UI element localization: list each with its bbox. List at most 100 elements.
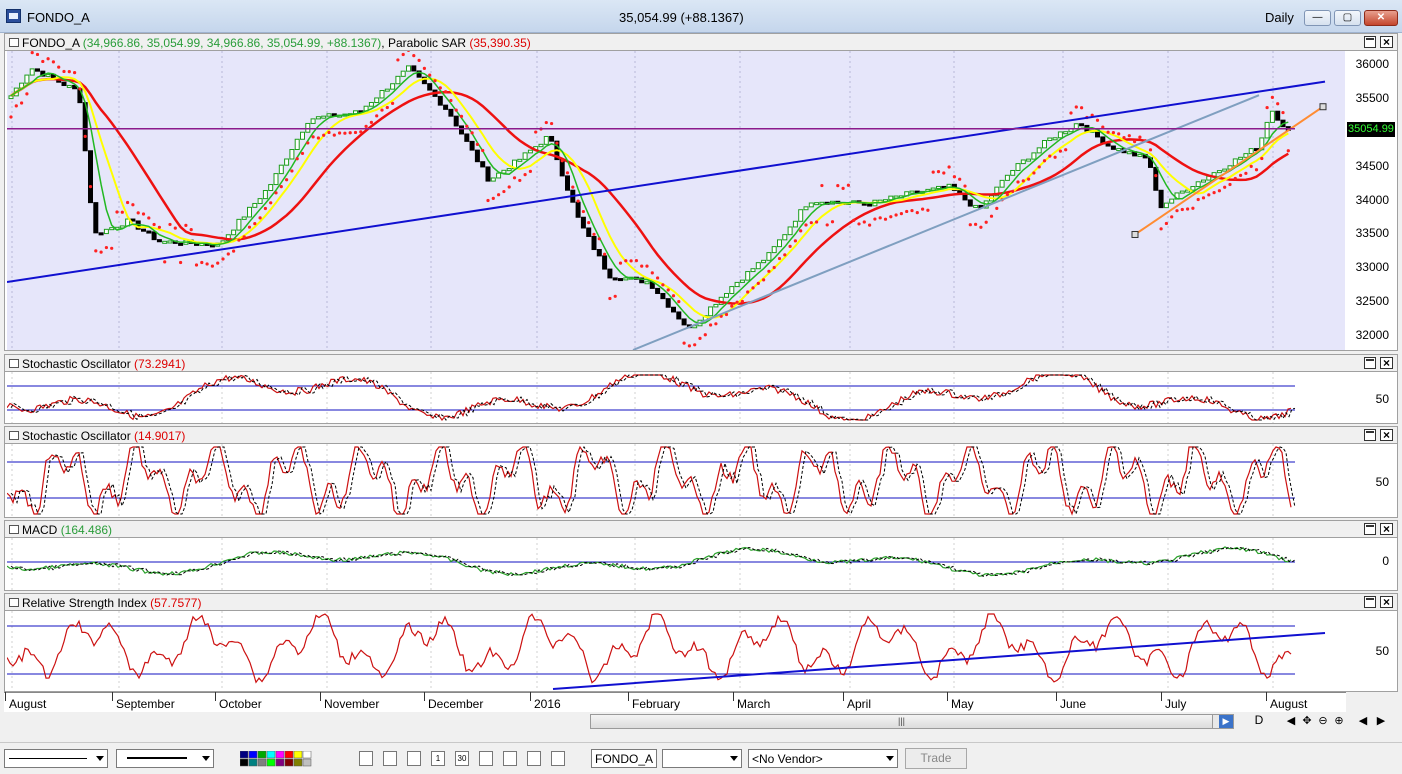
color-palette-swatches[interactable]	[239, 750, 324, 767]
rsi-plot[interactable]	[7, 611, 1347, 691]
page-icon[interactable]	[359, 751, 373, 766]
price-bar	[257, 198, 263, 204]
layout-icon[interactable]	[479, 751, 493, 766]
sar-dot	[889, 215, 893, 219]
layout-icon[interactable]	[503, 751, 517, 766]
price-bar	[294, 138, 300, 151]
sar-dot	[422, 66, 426, 70]
sar-dot	[502, 189, 506, 194]
sar-dot	[799, 229, 803, 233]
price-bar	[411, 65, 417, 72]
pan-icon[interactable]: ✥	[1302, 715, 1312, 727]
sar-dot	[184, 223, 188, 227]
price-bar	[803, 206, 809, 211]
sar-dot	[772, 265, 776, 270]
sar-dot	[894, 213, 898, 217]
pane-close-icon[interactable]: ×	[1380, 357, 1393, 369]
price-bar	[315, 116, 321, 120]
rsi-pane[interactable]: Relative Strength Index (57.7577) × 50	[4, 593, 1398, 692]
month-label: May	[947, 692, 974, 711]
price-bar	[162, 240, 168, 244]
line-style-select[interactable]	[4, 749, 108, 768]
price-bar	[676, 311, 682, 320]
sar-dot	[836, 184, 840, 188]
macd-plot[interactable]	[7, 538, 1347, 590]
next-bar-icon[interactable]: ▶	[1376, 715, 1386, 727]
page-icon[interactable]	[407, 751, 421, 766]
pane-maximize-icon[interactable]	[1364, 357, 1376, 369]
pane-maximize-icon[interactable]	[1364, 523, 1376, 535]
stochastic-pane-1[interactable]: Stochastic Oscillator (73.2941) × 50	[4, 354, 1398, 424]
maximize-button[interactable]: ▢	[1334, 10, 1361, 26]
interval-select[interactable]	[662, 749, 742, 768]
sar-dot	[353, 130, 358, 135]
price-plot[interactable]	[7, 51, 1347, 350]
sar-dot	[1164, 221, 1168, 226]
price-bar	[368, 101, 374, 107]
sar-dot	[216, 261, 220, 265]
sar-dot	[1281, 110, 1285, 115]
sar-dot	[815, 220, 819, 224]
price-bar	[247, 206, 252, 218]
pane-close-icon[interactable]: ×	[1380, 596, 1393, 608]
scroll-right-arrow-icon[interactable]: ▶	[1219, 715, 1233, 728]
price-bar	[729, 286, 735, 295]
zoom-out-icon[interactable]: ⊖	[1318, 715, 1328, 727]
price-bar	[1031, 152, 1037, 160]
price-bar	[623, 277, 629, 281]
price-bar	[586, 227, 592, 237]
pane-close-icon[interactable]: ×	[1380, 429, 1393, 441]
previous-bar-icon[interactable]: ◀	[1358, 715, 1368, 727]
symbol-input[interactable]: FONDO_A	[591, 749, 657, 768]
stochastic-2-plot[interactable]	[7, 444, 1347, 517]
pane-icon	[9, 598, 19, 607]
sar-dot	[1249, 164, 1253, 168]
sar-dot	[497, 193, 501, 197]
sar-dot	[57, 65, 61, 69]
sar-dot	[1080, 106, 1084, 110]
sar-dot	[1265, 105, 1269, 110]
pane-icon	[9, 359, 19, 368]
price-bar	[782, 234, 788, 241]
stochastic-1-plot[interactable]	[7, 372, 1347, 423]
pane-close-icon[interactable]: ×	[1380, 36, 1393, 48]
color-palette-icon[interactable]	[239, 750, 324, 767]
pane-maximize-icon[interactable]	[1364, 429, 1376, 441]
sar-dot	[237, 238, 241, 242]
price-bar	[1042, 139, 1047, 149]
layout-icon[interactable]	[527, 751, 541, 766]
horizontal-scrollbar[interactable]: ||| ▶	[590, 714, 1234, 729]
stochastic-pane-2[interactable]: Stochastic Oscillator (14.9017) × 50	[4, 426, 1398, 518]
sar-dot	[459, 114, 464, 118]
close-button[interactable]: ✕	[1364, 10, 1398, 26]
macd-pane[interactable]: MACD (164.486) × 0	[4, 520, 1398, 591]
zoom-in-icon[interactable]: ⊕	[1334, 715, 1344, 727]
price-pane[interactable]: FONDO_A (34,966.86, 35,054.99, 34,966.86…	[4, 33, 1398, 351]
sar-dot	[274, 191, 278, 195]
pane-maximize-icon[interactable]	[1364, 36, 1376, 48]
page-icon[interactable]	[383, 751, 397, 766]
price-bar	[1010, 169, 1016, 176]
sar-dot	[1106, 130, 1110, 134]
minimize-button[interactable]: —	[1304, 10, 1331, 26]
trade-button[interactable]: Trade	[905, 748, 967, 769]
resistance-trendline	[7, 80, 1326, 284]
macd-y-axis: 0	[1345, 538, 1397, 590]
scroll-left-icon[interactable]: ◀	[1286, 715, 1296, 727]
calendar-1-icon[interactable]: 1	[431, 751, 445, 766]
layout-icon[interactable]	[551, 751, 565, 766]
price-bar	[798, 209, 804, 222]
vendor-select[interactable]: <No Vendor>	[748, 749, 898, 768]
chevron-down-icon	[886, 756, 894, 761]
last-price-tag: 35054.99	[1347, 121, 1395, 137]
line-width-select[interactable]	[116, 749, 214, 768]
color-swatch	[293, 758, 303, 767]
calendar-30-icon[interactable]: 30	[455, 751, 469, 766]
price-bar	[88, 150, 93, 204]
price-bar	[93, 202, 99, 234]
pane-close-icon[interactable]: ×	[1380, 523, 1393, 535]
pane-maximize-icon[interactable]	[1364, 596, 1376, 608]
sar-dot	[942, 171, 946, 175]
scrollbar-thumb[interactable]: |||	[591, 715, 1213, 728]
interval-marker[interactable]: D	[1254, 713, 1264, 727]
